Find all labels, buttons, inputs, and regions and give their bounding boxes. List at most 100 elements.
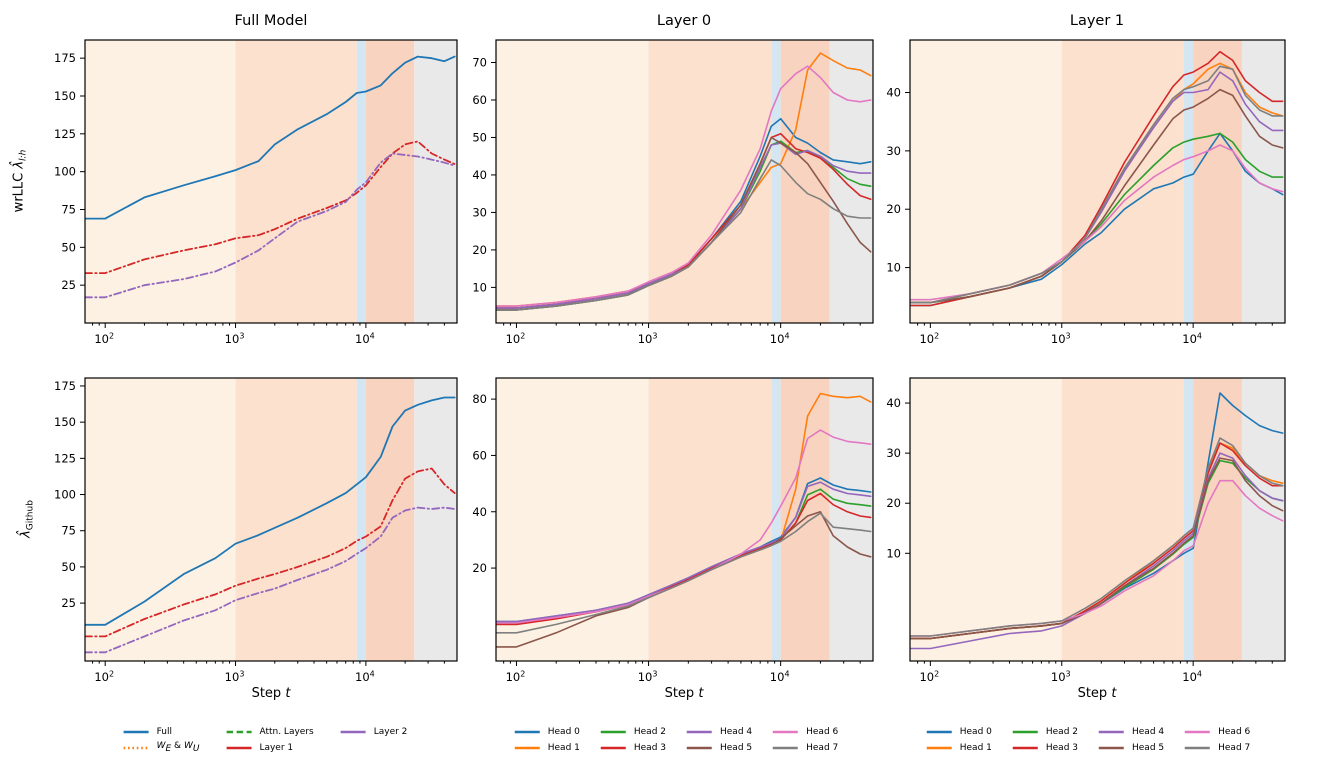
shade-band — [1193, 378, 1242, 661]
line-layer0-wrllc-head-7 — [496, 159, 872, 311]
line-layer1-wrllc-head-5 — [910, 88, 1284, 304]
y-tick-label: 25 — [61, 596, 76, 610]
y-tick-label: 10 — [472, 280, 487, 294]
legend-item: Head 2 — [600, 727, 666, 737]
legend-full-model: Full WE & WU Attn. Layers Layer 1 Layer 2 — [123, 724, 407, 755]
y-tick-label: 100 — [54, 165, 76, 179]
legend-layer-1: Head 0 Head 1 Head 2 Head 3 Head 4 Head 5 Head… — [926, 724, 1250, 755]
legend-label: Head 6 — [806, 726, 839, 737]
legend-item: Head 6 — [772, 727, 838, 737]
y-tick-label: 10 — [886, 261, 901, 275]
x-tick-label: 103 — [638, 670, 658, 685]
y-tick-label: 100 — [54, 488, 76, 502]
y-tick-label: 125 — [54, 127, 76, 141]
shade-band — [356, 40, 366, 323]
y-tick-label: 60 — [472, 448, 487, 462]
legend-line-swatch — [340, 730, 366, 733]
shade-band — [771, 378, 781, 661]
legend-label: Head 1 — [547, 742, 580, 753]
x-tick-label: 102 — [919, 332, 939, 347]
y-tick-label: 175 — [54, 51, 76, 65]
legend-label: Head 2 — [633, 726, 666, 737]
legend-line-swatch — [926, 746, 952, 749]
shade-band — [85, 40, 236, 323]
legend-label: Head 1 — [959, 742, 992, 753]
legend-line-swatch — [773, 746, 799, 749]
panel-layer1-github: 102 103 104 10 20 30 40 — [886, 377, 1286, 685]
shade-band — [910, 378, 1062, 661]
line-full-model-wrllc-layer-1 — [85, 140, 456, 275]
shade-band — [496, 40, 649, 323]
x-tick-label: 103 — [638, 332, 658, 347]
x-tick-label: 104 — [1182, 670, 1202, 685]
y-tick-label: 75 — [61, 524, 76, 538]
legend-label: Head 5 — [720, 742, 753, 753]
panel-layer0-wrllc: 102 103 104 10 20 30 40 50 60 70 — [472, 39, 874, 347]
x-tick-label: 103 — [1051, 332, 1071, 347]
shade-band — [365, 378, 415, 661]
legend-line-swatch — [1012, 730, 1038, 733]
line-full-model-github-layer-2 — [85, 506, 456, 654]
legend-item: WE & WU — [123, 741, 199, 754]
y-tick-label: 20 — [886, 202, 901, 216]
y-tick-label: 20 — [886, 496, 901, 510]
legend-item: Head 4 — [1098, 727, 1164, 737]
legend-line-swatch — [600, 730, 626, 733]
legend-item: Head 0 — [514, 727, 580, 737]
line-layer1-github-head-4 — [910, 452, 1284, 650]
y-tick-label: 20 — [472, 243, 487, 257]
legend-item: Head 7 — [1184, 743, 1250, 753]
y-tick-label: 60 — [472, 93, 487, 107]
legend-line-swatch — [773, 730, 799, 733]
panel-layer0-github: 102 103 104 20 40 60 80 — [472, 377, 874, 685]
y-axis-label-wrllc: wrLLC λ̂l:h — [11, 149, 29, 213]
line-full-model-wrllc-full — [85, 55, 456, 220]
shade-band — [414, 378, 457, 661]
legend-layer-0: Head 0 Head 1 Head 2 Head 3 Head 4 Head 5 Head… — [514, 724, 838, 755]
line-full-model-github-layer-1 — [85, 467, 456, 638]
shade-band — [829, 378, 873, 661]
legend-label: Head 3 — [633, 742, 666, 753]
line-full-model-wrllc-layer-2 — [85, 152, 456, 299]
shade-band — [365, 40, 415, 323]
shade-band — [771, 40, 781, 323]
line-layer0-wrllc-head-4 — [496, 142, 872, 309]
axis-ticks — [80, 57, 445, 328]
shade-band — [829, 40, 873, 323]
shade-band — [1183, 378, 1194, 661]
shade-band — [1183, 40, 1194, 323]
legend-label: Head 6 — [1218, 726, 1251, 737]
legend-label: Layer 1 — [259, 742, 294, 753]
y-tick-label: 80 — [472, 392, 487, 406]
panel-layer1-wrllc: 102 103 104 10 20 30 40 — [886, 39, 1286, 347]
legend-line-swatch — [687, 746, 712, 749]
legend-label: Head 7 — [1218, 742, 1251, 753]
line-layer0-github-head-7 — [496, 512, 872, 634]
y-tick-label: 40 — [472, 168, 487, 182]
shade-band — [1061, 40, 1184, 323]
y-tick-label: 175 — [54, 379, 76, 393]
y-tick-label: 30 — [886, 144, 901, 158]
legend-item: Head 6 — [1184, 727, 1250, 737]
x-tick-label: 104 — [355, 332, 375, 347]
y-tick-label: 40 — [472, 505, 487, 519]
legend-label: Full — [156, 726, 172, 737]
axis-ticks — [491, 61, 861, 328]
y-tick-label: 150 — [54, 415, 76, 429]
legend-item: Layer 2 — [340, 727, 407, 737]
legend-label: Head 4 — [1132, 726, 1165, 737]
shade-band — [414, 40, 457, 323]
shade-band — [1061, 378, 1184, 661]
axis-ticks — [491, 398, 861, 666]
legend-label: Head 5 — [1132, 742, 1165, 753]
legend-line-swatch — [1185, 730, 1211, 733]
panel-full-model-wrllc: 102 103 104 25 50 75 100 125 150 175 — [54, 39, 458, 347]
x-tick-label: 104 — [770, 670, 790, 685]
y-tick-label: 70 — [472, 55, 487, 69]
x-tick-label: 102 — [94, 670, 114, 685]
legend-line-swatch — [514, 730, 540, 733]
legend-line-swatch — [226, 746, 252, 749]
legend-line-swatch — [600, 746, 626, 749]
y-tick-label: 30 — [472, 205, 487, 219]
legend-item: Head 1 — [926, 743, 992, 753]
